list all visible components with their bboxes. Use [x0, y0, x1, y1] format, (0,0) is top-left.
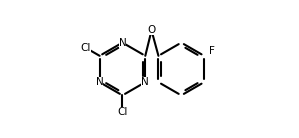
Text: F: F [209, 46, 215, 56]
Text: N: N [119, 38, 126, 48]
Text: Cl: Cl [80, 43, 91, 53]
Text: N: N [96, 77, 103, 87]
Text: Cl: Cl [117, 107, 128, 117]
Text: O: O [147, 26, 156, 35]
Text: N: N [141, 77, 149, 87]
